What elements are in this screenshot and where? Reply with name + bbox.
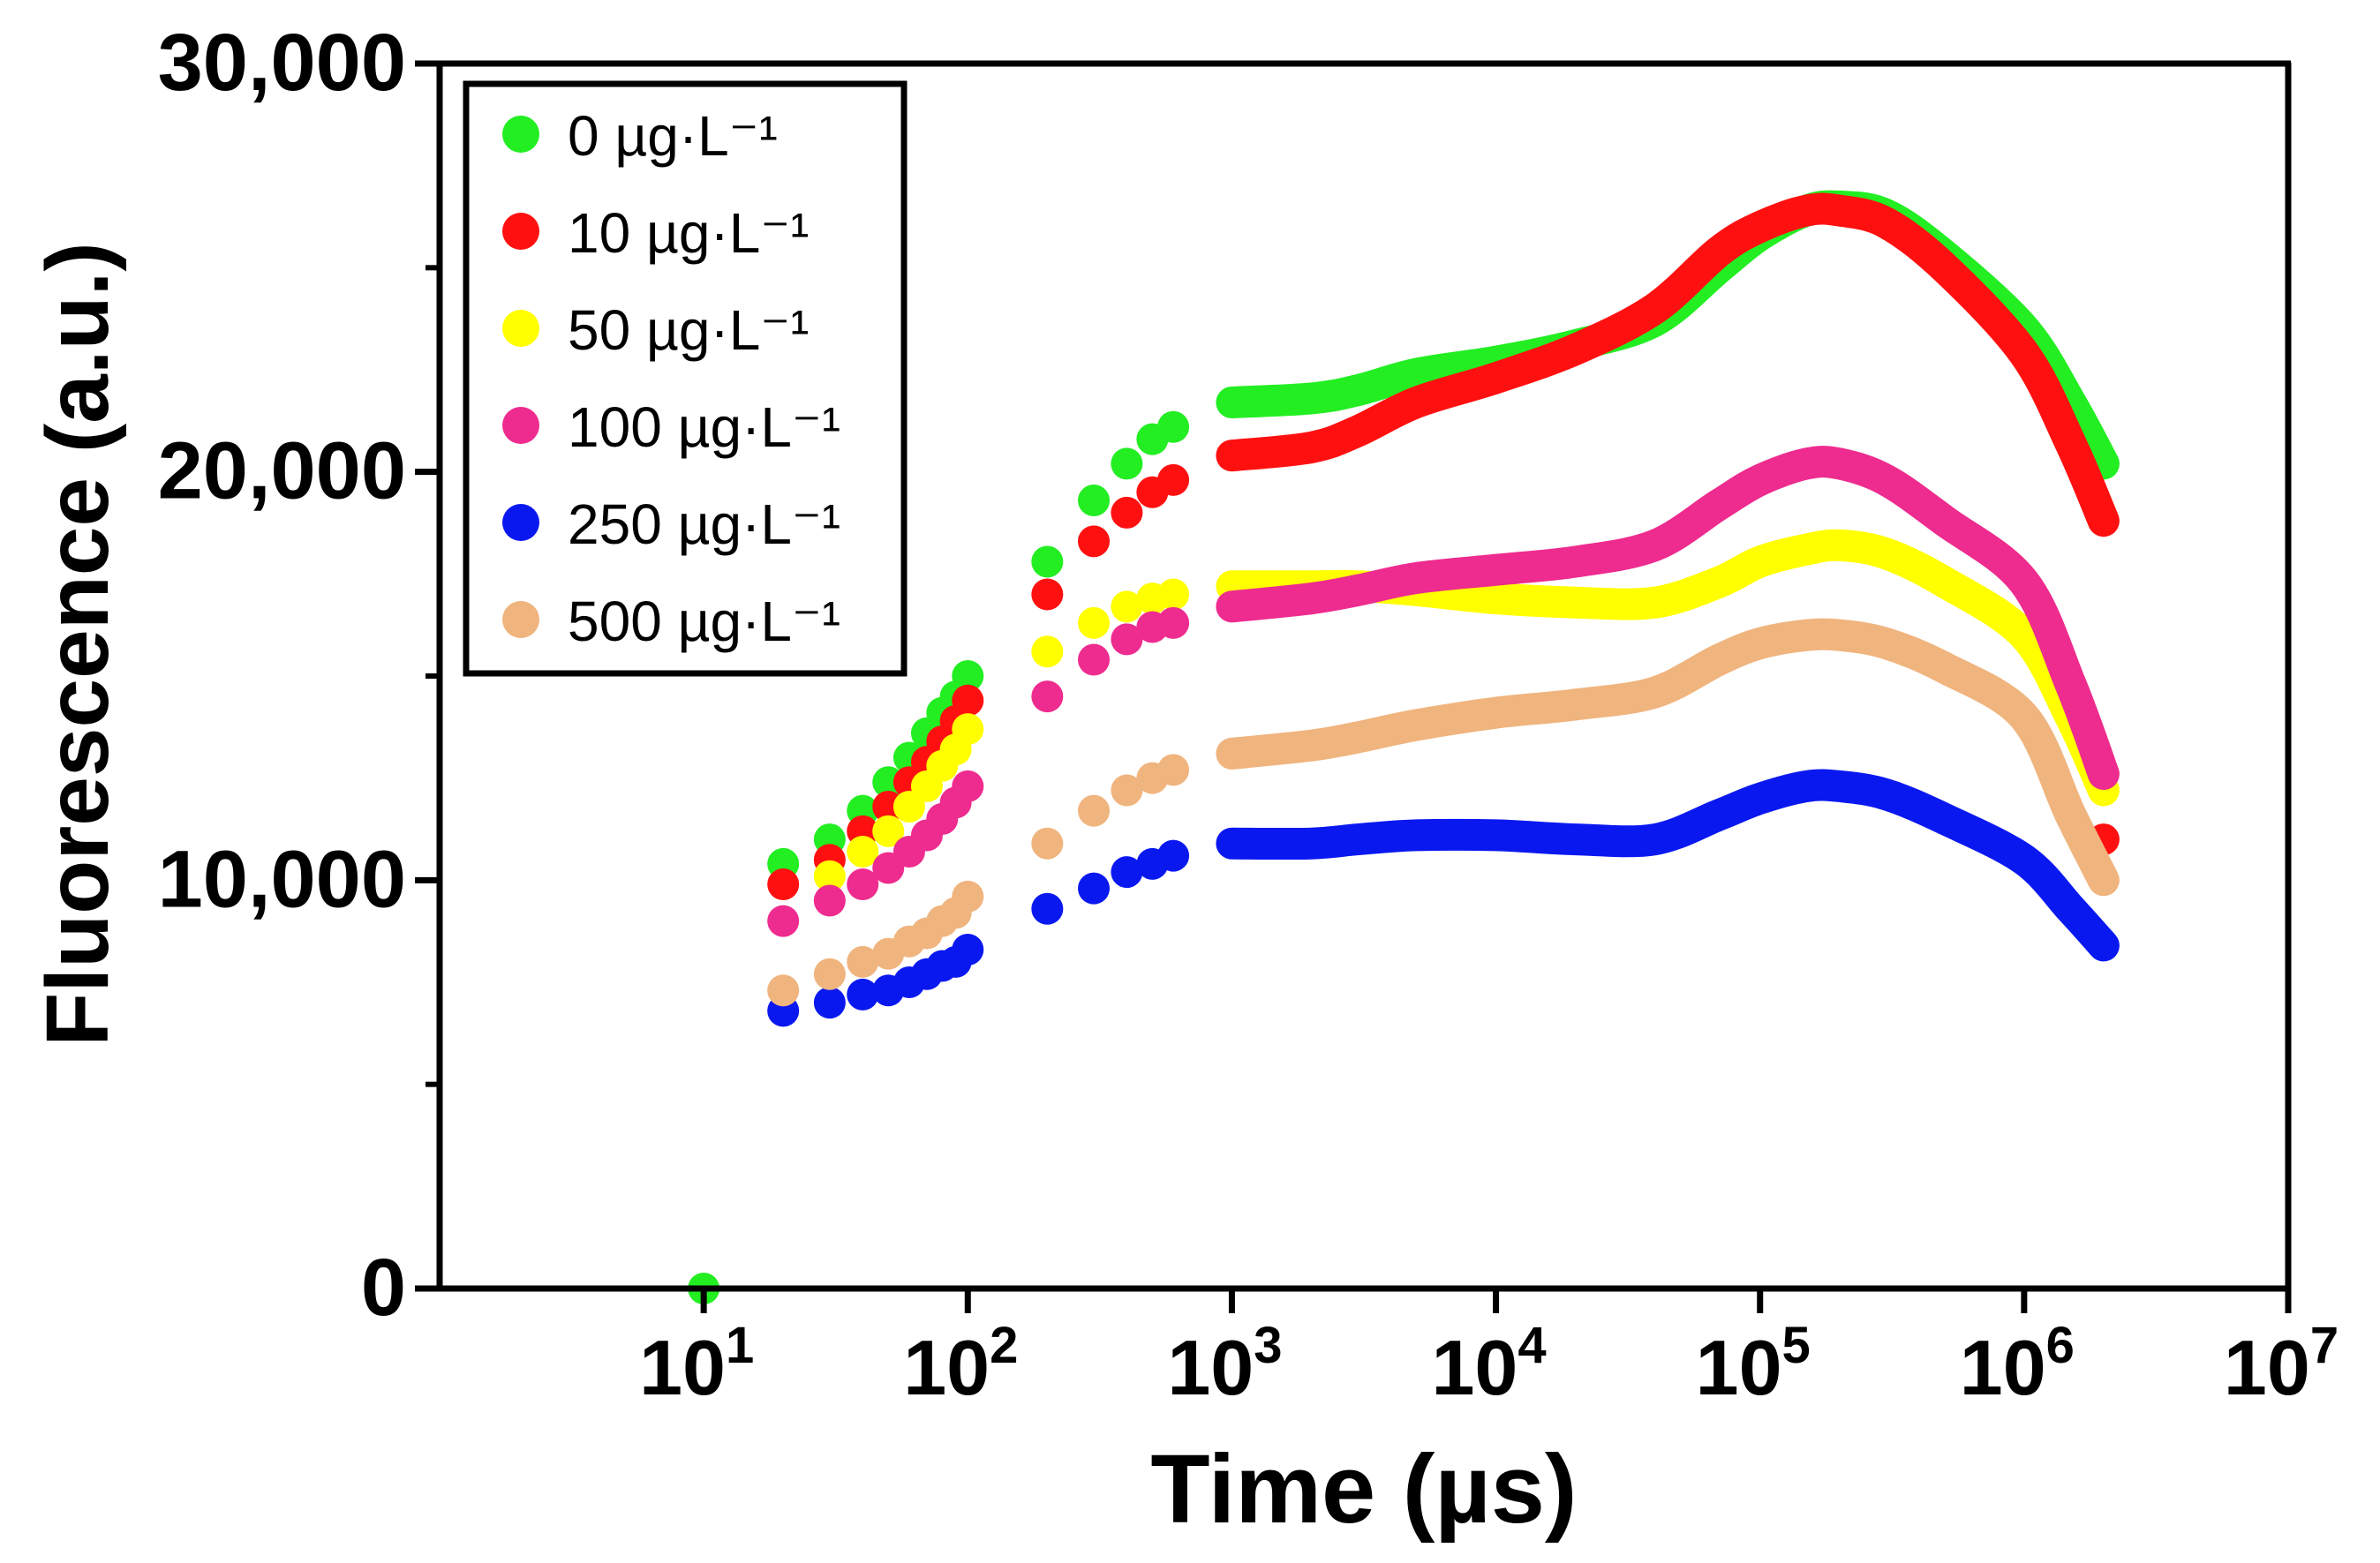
data-point <box>1111 590 1143 623</box>
y-axis-title: Fluorescence (a.u.) <box>28 242 127 1046</box>
legend-label: 50 µg·L⁻¹ <box>568 298 809 362</box>
data-point <box>1157 754 1190 786</box>
data-point <box>813 987 846 1019</box>
data-point <box>1078 794 1111 827</box>
series-line <box>1216 618 2120 897</box>
series-5 <box>767 618 2120 1007</box>
legend-marker <box>502 310 539 347</box>
x-tick-label: 105 <box>1696 1317 1811 1411</box>
data-point <box>813 860 846 892</box>
x-tick-label: 103 <box>1167 1317 1282 1411</box>
data-point <box>1157 839 1190 872</box>
data-point <box>1031 578 1064 611</box>
data-point <box>1031 892 1064 925</box>
data-point <box>1078 606 1111 639</box>
legend-label: 500 µg·L⁻¹ <box>568 590 840 653</box>
x-ticks: 101 102 103 104 105 106 107 <box>639 1289 2339 1411</box>
data-point <box>1031 635 1064 668</box>
data-point <box>1078 643 1111 676</box>
y-tick-label: 30,000 <box>158 18 406 108</box>
data-point <box>1078 525 1111 558</box>
data-point <box>1111 623 1143 656</box>
y-tick-label: 0 <box>361 1243 406 1333</box>
data-point <box>1157 606 1190 639</box>
data-point <box>1111 496 1143 529</box>
legend: 0 µg·L⁻¹ 10 µg·L⁻¹ 50 µg·L⁻¹ 100 µg·L⁻¹ 250 … <box>463 80 908 677</box>
legend-items: 0 µg·L⁻¹ 10 µg·L⁻¹ 50 µg·L⁻¹ 100 µg·L⁻¹ 250 … <box>502 104 840 653</box>
data-point <box>952 933 984 966</box>
series-line <box>1216 446 2120 790</box>
data-point <box>1031 545 1064 578</box>
data-point <box>1111 856 1143 889</box>
legend-label: 250 µg·L⁻¹ <box>568 492 840 556</box>
data-point <box>872 815 905 847</box>
data-point <box>1157 578 1190 611</box>
legend-label: 10 µg·L⁻¹ <box>568 201 809 265</box>
x-tick-label: 101 <box>639 1317 754 1411</box>
legend-label: 0 µg·L⁻¹ <box>568 104 778 168</box>
data-point <box>767 905 800 937</box>
legend-box <box>463 80 908 677</box>
x-tick-label: 107 <box>2224 1317 2339 1411</box>
legend-marker <box>502 504 539 541</box>
data-point <box>1031 827 1064 860</box>
x-tick-label: 106 <box>1960 1317 2075 1411</box>
data-point <box>813 884 846 917</box>
data-point <box>952 660 984 692</box>
data-point <box>952 880 984 913</box>
data-point <box>952 770 984 802</box>
legend-marker <box>502 213 539 250</box>
data-point <box>767 868 800 900</box>
data-point <box>847 835 879 868</box>
series-3 <box>767 446 2120 937</box>
data-point <box>847 868 879 900</box>
data-point <box>1157 410 1190 443</box>
data-point <box>767 974 800 1007</box>
data-point <box>1031 680 1064 713</box>
data-point <box>1111 447 1143 480</box>
y-tick-label: 10,000 <box>158 834 406 924</box>
legend-marker <box>502 407 539 444</box>
data-point <box>847 945 879 978</box>
x-tick-label: 104 <box>1431 1317 1546 1411</box>
legend-label: 100 µg·L⁻¹ <box>568 395 840 459</box>
y-ticks: 0 10,000 20,000 30,000 <box>158 18 440 1333</box>
data-point <box>1078 872 1111 905</box>
data-point <box>1157 463 1190 496</box>
data-layer <box>688 190 2120 1304</box>
data-point <box>1111 774 1143 807</box>
legend-marker <box>502 601 539 638</box>
y-tick-label: 20,000 <box>158 426 406 516</box>
data-point <box>952 684 984 717</box>
x-axis-title: Time (µs) <box>1150 1435 1577 1544</box>
series-4 <box>767 769 2120 1027</box>
x-tick-label: 102 <box>903 1317 1018 1411</box>
legend-marker <box>502 116 539 153</box>
series-line <box>1216 769 2120 962</box>
data-point <box>952 713 984 746</box>
data-point <box>1078 485 1111 517</box>
data-point <box>813 958 846 990</box>
data-point <box>847 978 879 1011</box>
series-line <box>1216 192 2120 537</box>
